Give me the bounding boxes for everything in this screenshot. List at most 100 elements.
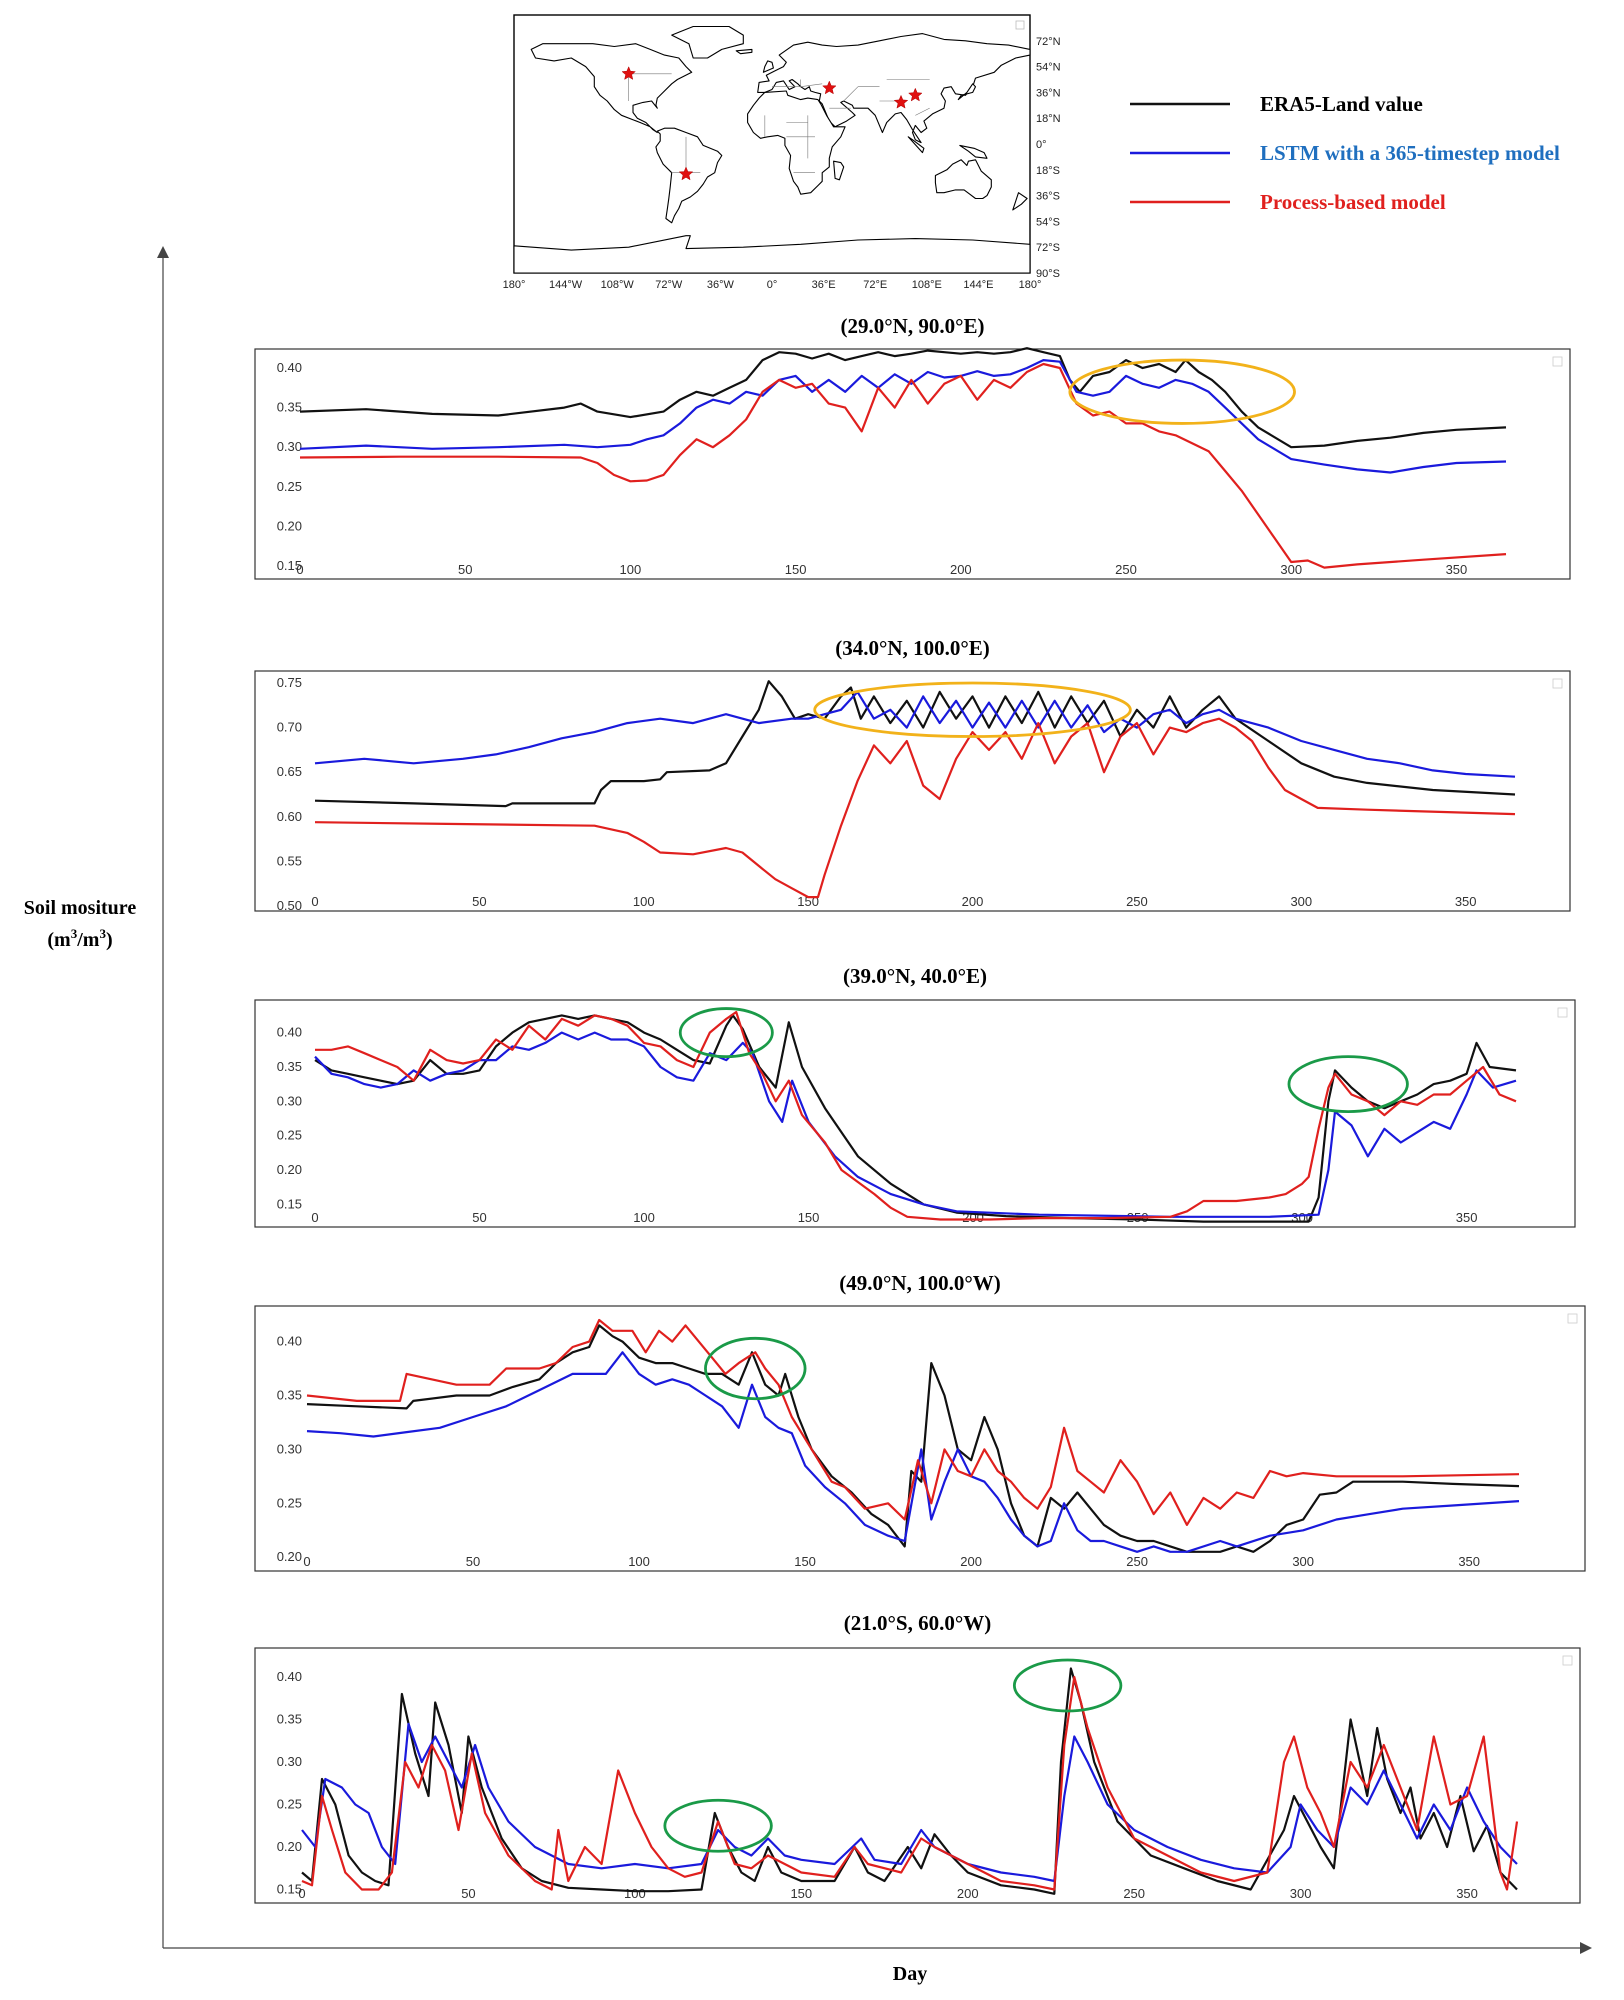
- map-lon-tick-label: 144°E: [963, 279, 993, 291]
- map-lon-tick-label: 0°: [767, 279, 778, 291]
- x-tick-label: 150: [790, 1886, 812, 1901]
- chart-panel-2: (34.0°N, 100.0°E)0 50 100 150 200 250 300 3500.…: [254, 636, 1571, 913]
- x-tick-label: 150: [794, 1554, 816, 1569]
- chart-panels: (29.0°N, 90.0°E) 0 50 100 150 200 250 300 350 0.1…: [254, 314, 1586, 1904]
- y-tick-label: 0.30: [277, 1441, 302, 1456]
- x-tick-label: 0: [296, 562, 303, 577]
- land-outline: [959, 144, 988, 159]
- x-tick-label: 50: [472, 1210, 486, 1225]
- series-line-era5: [299, 347, 1507, 449]
- plot-frame: [254, 999, 1576, 1228]
- land-outline: [957, 83, 977, 101]
- y-tick-label: 0.70: [277, 720, 302, 735]
- unit-middle: /m: [76, 929, 100, 951]
- country-border: [800, 83, 823, 87]
- map-lon-tick-label: 36°W: [707, 279, 735, 291]
- map-lat-tick-label: 0°: [1036, 139, 1047, 151]
- plot-frame: [254, 348, 1571, 580]
- y-tick-label: 0.75: [277, 675, 302, 690]
- x-tick-label: 50: [461, 1886, 475, 1901]
- site-star-marker: [908, 87, 923, 102]
- highlight-ellipse-green: [678, 1007, 774, 1059]
- map-lon-tick-label: 72°W: [655, 279, 683, 291]
- panel-title: (39.0°N, 40.0°E): [843, 964, 987, 988]
- series-line-lstm: [306, 1351, 1520, 1553]
- panel-title: (21.0°S, 60.0°W): [844, 1611, 991, 1635]
- site-star-marker: [822, 80, 837, 95]
- y-tick-label: 0.40: [277, 360, 302, 375]
- x-tick-label: 200: [960, 1554, 982, 1569]
- y-tick-label: 0.15: [277, 1882, 302, 1897]
- site-star-marker: [678, 166, 694, 181]
- x-tick-label: 350: [1458, 1554, 1480, 1569]
- land-outline: [671, 25, 744, 59]
- highlight-ellipse-green: [704, 1336, 807, 1401]
- y-tick-label: 0.25: [277, 479, 302, 494]
- y-tick-label: 0.40: [277, 1669, 302, 1684]
- x-tick-label: 0: [303, 1554, 310, 1569]
- y-tick-label: 0.35: [277, 1059, 302, 1074]
- y-tick-label: 0.35: [277, 1712, 302, 1727]
- y-tick-label: 0.25: [277, 1128, 302, 1143]
- x-tick-label: 300: [1292, 1554, 1314, 1569]
- series-line-process: [306, 1318, 1520, 1526]
- land-outline: [762, 60, 774, 73]
- map-lon-tick-label: 108°E: [912, 279, 942, 291]
- y-tick-label: 0.30: [277, 439, 302, 454]
- land-outline: [757, 33, 1031, 144]
- x-axis-title: Day: [893, 1963, 927, 1985]
- unit-base: (m: [47, 929, 71, 951]
- land-outline: [833, 160, 845, 181]
- map-legend-box: [1015, 20, 1025, 30]
- plot-frame: [254, 1305, 1586, 1572]
- map-lat-tick-label: 36°S: [1036, 191, 1060, 203]
- series-line-era5: [314, 680, 1516, 808]
- map-lat-tick-label: 54°S: [1036, 216, 1060, 228]
- y-axis-unit: (m3/m3): [47, 926, 112, 951]
- y-tick-label: 0.30: [277, 1093, 302, 1108]
- y-tick-label: 0.50: [277, 898, 302, 913]
- y-tick-label: 0.35: [277, 400, 302, 415]
- y-tick-label: 0.65: [277, 764, 302, 779]
- x-tick-label: 0: [311, 894, 318, 909]
- y-tick-label: 0.25: [277, 1495, 302, 1510]
- x-tick-label: 200: [950, 562, 972, 577]
- site-star-marker: [893, 94, 909, 109]
- x-tick-label: 50: [466, 1554, 480, 1569]
- x-tick-label: 100: [624, 1886, 646, 1901]
- map-lat-tick-label: 90°S: [1036, 268, 1060, 280]
- unit-end: ): [106, 929, 113, 951]
- series-line-lstm: [301, 1722, 1518, 1883]
- outer-axes: Soil mositure(m3/m3)Day: [24, 246, 1592, 1985]
- x-tick-label: 350: [1446, 562, 1468, 577]
- x-tick-label: 250: [1123, 1886, 1145, 1901]
- x-tick-label: 300: [1290, 1886, 1312, 1901]
- x-tick-label: 100: [620, 562, 642, 577]
- land-outline: [907, 136, 925, 154]
- x-tick-label: 200: [957, 1886, 979, 1901]
- panel-legend-box: [1557, 1007, 1568, 1018]
- series-line-process: [315, 1010, 1517, 1221]
- y-tick-label: 0.60: [277, 809, 302, 824]
- x-tick-label: 300: [1280, 562, 1302, 577]
- map-lon-tick-label: 180°: [503, 279, 526, 291]
- legend-label-era5: ERA5-Land value: [1260, 92, 1423, 116]
- x-tick-label: 100: [633, 1210, 655, 1225]
- panel-legend-box: [1562, 1655, 1573, 1666]
- y-tick-label: 0.20: [277, 1549, 302, 1564]
- map-lon-tick-label: 36°E: [812, 279, 836, 291]
- map-lat-tick-label: 36°N: [1036, 87, 1061, 99]
- x-tick-label: 250: [1126, 1554, 1148, 1569]
- country-border: [915, 107, 930, 116]
- x-tick-label: 0: [311, 1210, 318, 1225]
- chart-panel-4: (49.0°N, 100.0°W) 0 50 100 150 200 250 300 350 0.…: [254, 1271, 1586, 1572]
- map-lat-tick-label: 18°N: [1036, 113, 1061, 125]
- series-line-process: [301, 1675, 1519, 1891]
- y-tick-label: 0.20: [277, 1162, 302, 1177]
- series-line-lstm: [299, 359, 1507, 474]
- highlight-ellipse-green: [663, 1798, 773, 1853]
- series-line-era5: [301, 1667, 1518, 1895]
- y-tick-label: 0.25: [277, 1797, 302, 1812]
- plot-frame: [254, 670, 1571, 912]
